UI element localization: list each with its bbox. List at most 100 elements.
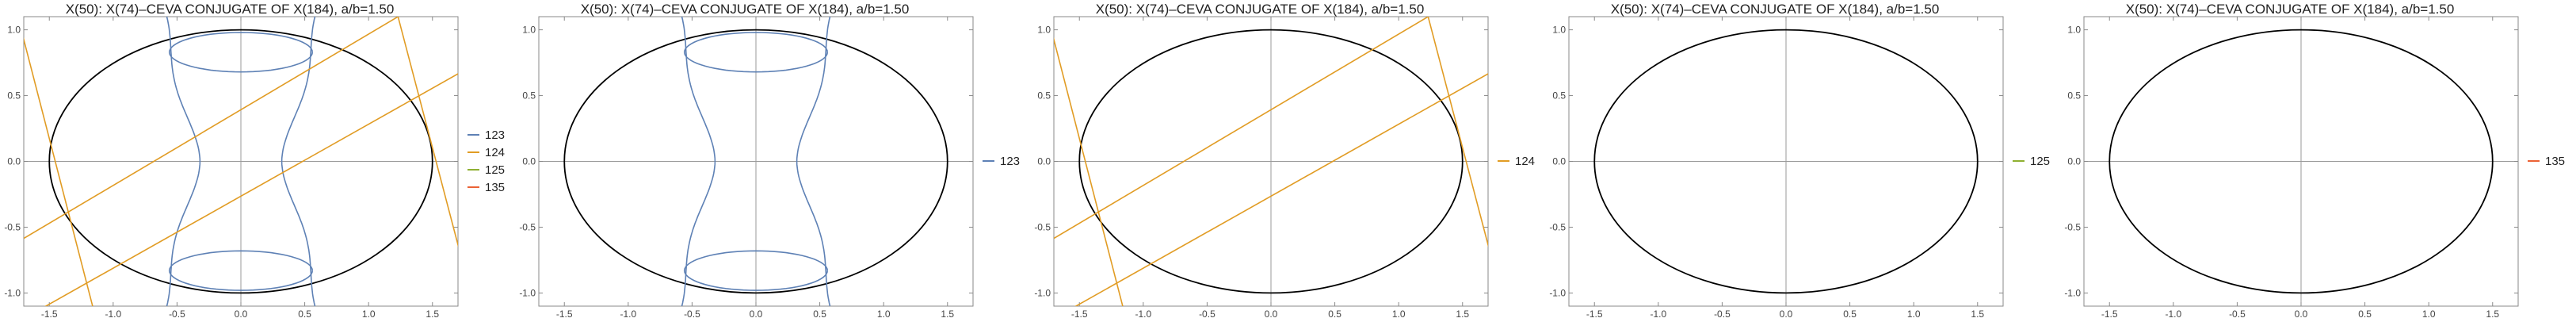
chart-svg: -1.5 -1.0 -0.5 0.0 0.5 1.0 1.5 -1.0 -0.5 0.0 0.5 1.… [4,16,505,320]
x-tick-label: -1.0 [2165,309,2181,320]
legend-label: 124 [485,146,505,159]
x-tick-label: -1.5 [556,309,573,320]
legend-label: 135 [485,181,505,194]
x-tick-label: -1.0 [105,309,121,320]
x-tick-label: 0.0 [1780,309,1793,320]
x-tick-label: 1.5 [2486,309,2499,320]
chart-title: X(50): X(74)–CEVA CONJUGATE OF X(184), a… [2125,2,2455,17]
plot-area [1593,29,1979,294]
chart-title: X(50): X(74)–CEVA CONJUGATE OF X(184), a… [65,2,395,17]
reference-ellipse [1593,29,1979,294]
x-tick-label: 1.5 [1456,309,1469,320]
y-tick-label: 0.5 [1552,90,1566,102]
reference-ellipse [48,29,433,294]
reference-ellipse [1078,29,1464,294]
x-tick-label: 1.0 [1907,309,1921,320]
x-tick-label: 0.0 [2295,309,2308,320]
series-124-line [1427,17,1488,247]
series-124-line [397,17,458,247]
x-tick-label: -0.5 [2229,309,2246,320]
legend-label: 123 [1000,155,1020,168]
x-tick-label: -1.5 [41,309,58,320]
series-124-line [24,17,399,240]
x-tick-label: 0.5 [2358,309,2372,320]
chart-svg: -1.5 -1.0 -0.5 0.0 0.5 1.0 1.5 -1.0 -0.5 0.0 0.5 1.… [519,16,1020,320]
x-tick-label: 1.0 [2422,309,2436,320]
y-tick-label: -0.5 [519,221,536,232]
x-tick-label: -0.5 [684,309,700,320]
plot-area [24,17,458,306]
chart-title: X(50): X(74)–CEVA CONJUGATE OF X(184), a… [580,2,910,17]
y-tick-label: 0.0 [522,156,536,167]
y-tick-label: -0.5 [1034,221,1051,232]
x-tick-label: 0.0 [750,309,763,320]
y-tick-label: 1.0 [522,25,536,36]
plot-area [1054,17,1488,306]
y-tick-label: 0.5 [1037,90,1051,102]
chart-svg: -1.5 -1.0 -0.5 0.0 0.5 1.0 1.5 -1.0 -0.5 0.0 0.5 1.… [2064,16,2565,320]
y-tick-label: 0.0 [7,156,21,167]
y-tick-label: 0.5 [2067,90,2081,102]
chart-panel-2: X(50): X(74)–CEVA CONJUGATE OF X(184), a… [515,0,1030,322]
series-123-curve [166,17,201,306]
series-123-curve [168,250,314,291]
chart-svg: -1.5 -1.0 -0.5 0.0 0.5 1.0 1.5 -1.0 -0.5 0.0 0.5 1.… [1549,16,2050,320]
series-124-line [1054,36,1124,306]
x-tick-label: 0.5 [1328,309,1341,320]
chart-panel-3: X(50): X(74)–CEVA CONJUGATE OF X(184), a… [1030,0,1545,322]
series-124-line [44,73,458,306]
legend-label: 135 [2545,155,2565,168]
x-tick-label: 1.5 [1971,309,1984,320]
series-124-line [1074,73,1488,306]
reference-ellipse [2109,29,2494,294]
chart-panel-5: X(50): X(74)–CEVA CONJUGATE OF X(184), a… [2060,0,2575,322]
x-tick-label: 0.5 [1843,309,1857,320]
series-124-line [24,36,93,306]
x-tick-label: 1.5 [941,309,954,320]
x-tick-label: -1.0 [620,309,636,320]
y-tick-label: 0.0 [1037,156,1051,167]
chart-title: X(50): X(74)–CEVA CONJUGATE OF X(184), a… [1095,2,1425,17]
x-tick-label: 0.0 [1265,309,1278,320]
plot-area [563,17,948,306]
x-tick-label: 0.5 [813,309,826,320]
y-tick-label: -1.0 [519,287,536,298]
y-tick-label: 1.0 [7,25,21,36]
series-123-curve [683,250,829,291]
y-tick-label: 0.5 [522,90,536,102]
x-tick-label: -1.0 [1135,309,1151,320]
chart-panel-1: X(50): X(74)–CEVA CONJUGATE OF X(184), a… [0,0,515,322]
y-tick-label: -0.5 [4,221,21,232]
series-124-line [1054,17,1429,240]
x-tick-label: -1.5 [1071,309,1088,320]
y-tick-label: -1.0 [1034,287,1051,298]
series-123-curve [168,32,314,73]
x-tick-label: -0.5 [169,309,185,320]
x-tick-label: 1.0 [1392,309,1406,320]
chart-title: X(50): X(74)–CEVA CONJUGATE OF X(184), a… [1610,2,1940,17]
y-tick-label: -1.0 [2064,287,2081,298]
chart-svg: -1.5 -1.0 -0.5 0.0 0.5 1.0 1.5 -1.0 -0.5 0.0 0.5 1.… [1034,16,1535,320]
y-tick-label: 1.0 [1552,25,1566,36]
y-tick-label: 1.0 [2067,25,2081,36]
y-tick-label: -0.5 [1549,221,1566,232]
x-tick-label: -1.5 [1586,309,1603,320]
reference-ellipse [563,29,948,294]
series-123-curve [681,17,716,306]
x-tick-label: -1.5 [2101,309,2118,320]
x-tick-label: -0.5 [1199,309,1215,320]
y-tick-label: -0.5 [2064,221,2081,232]
x-tick-label: -0.5 [1714,309,1731,320]
x-tick-label: 1.0 [877,309,891,320]
series-123-curve [683,32,829,73]
y-tick-label: 0.0 [2067,156,2081,167]
legend-label: 125 [2030,155,2050,168]
y-tick-label: -1.0 [1549,287,1566,298]
plot-area [2109,29,2494,294]
x-tick-label: -1.0 [1650,309,1666,320]
chart-panel-4: X(50): X(74)–CEVA CONJUGATE OF X(184), a… [1545,0,2060,322]
y-tick-label: 0.0 [1552,156,1566,167]
y-tick-label: -1.0 [4,287,21,298]
x-tick-label: 1.5 [426,309,439,320]
y-tick-label: 1.0 [1037,25,1051,36]
